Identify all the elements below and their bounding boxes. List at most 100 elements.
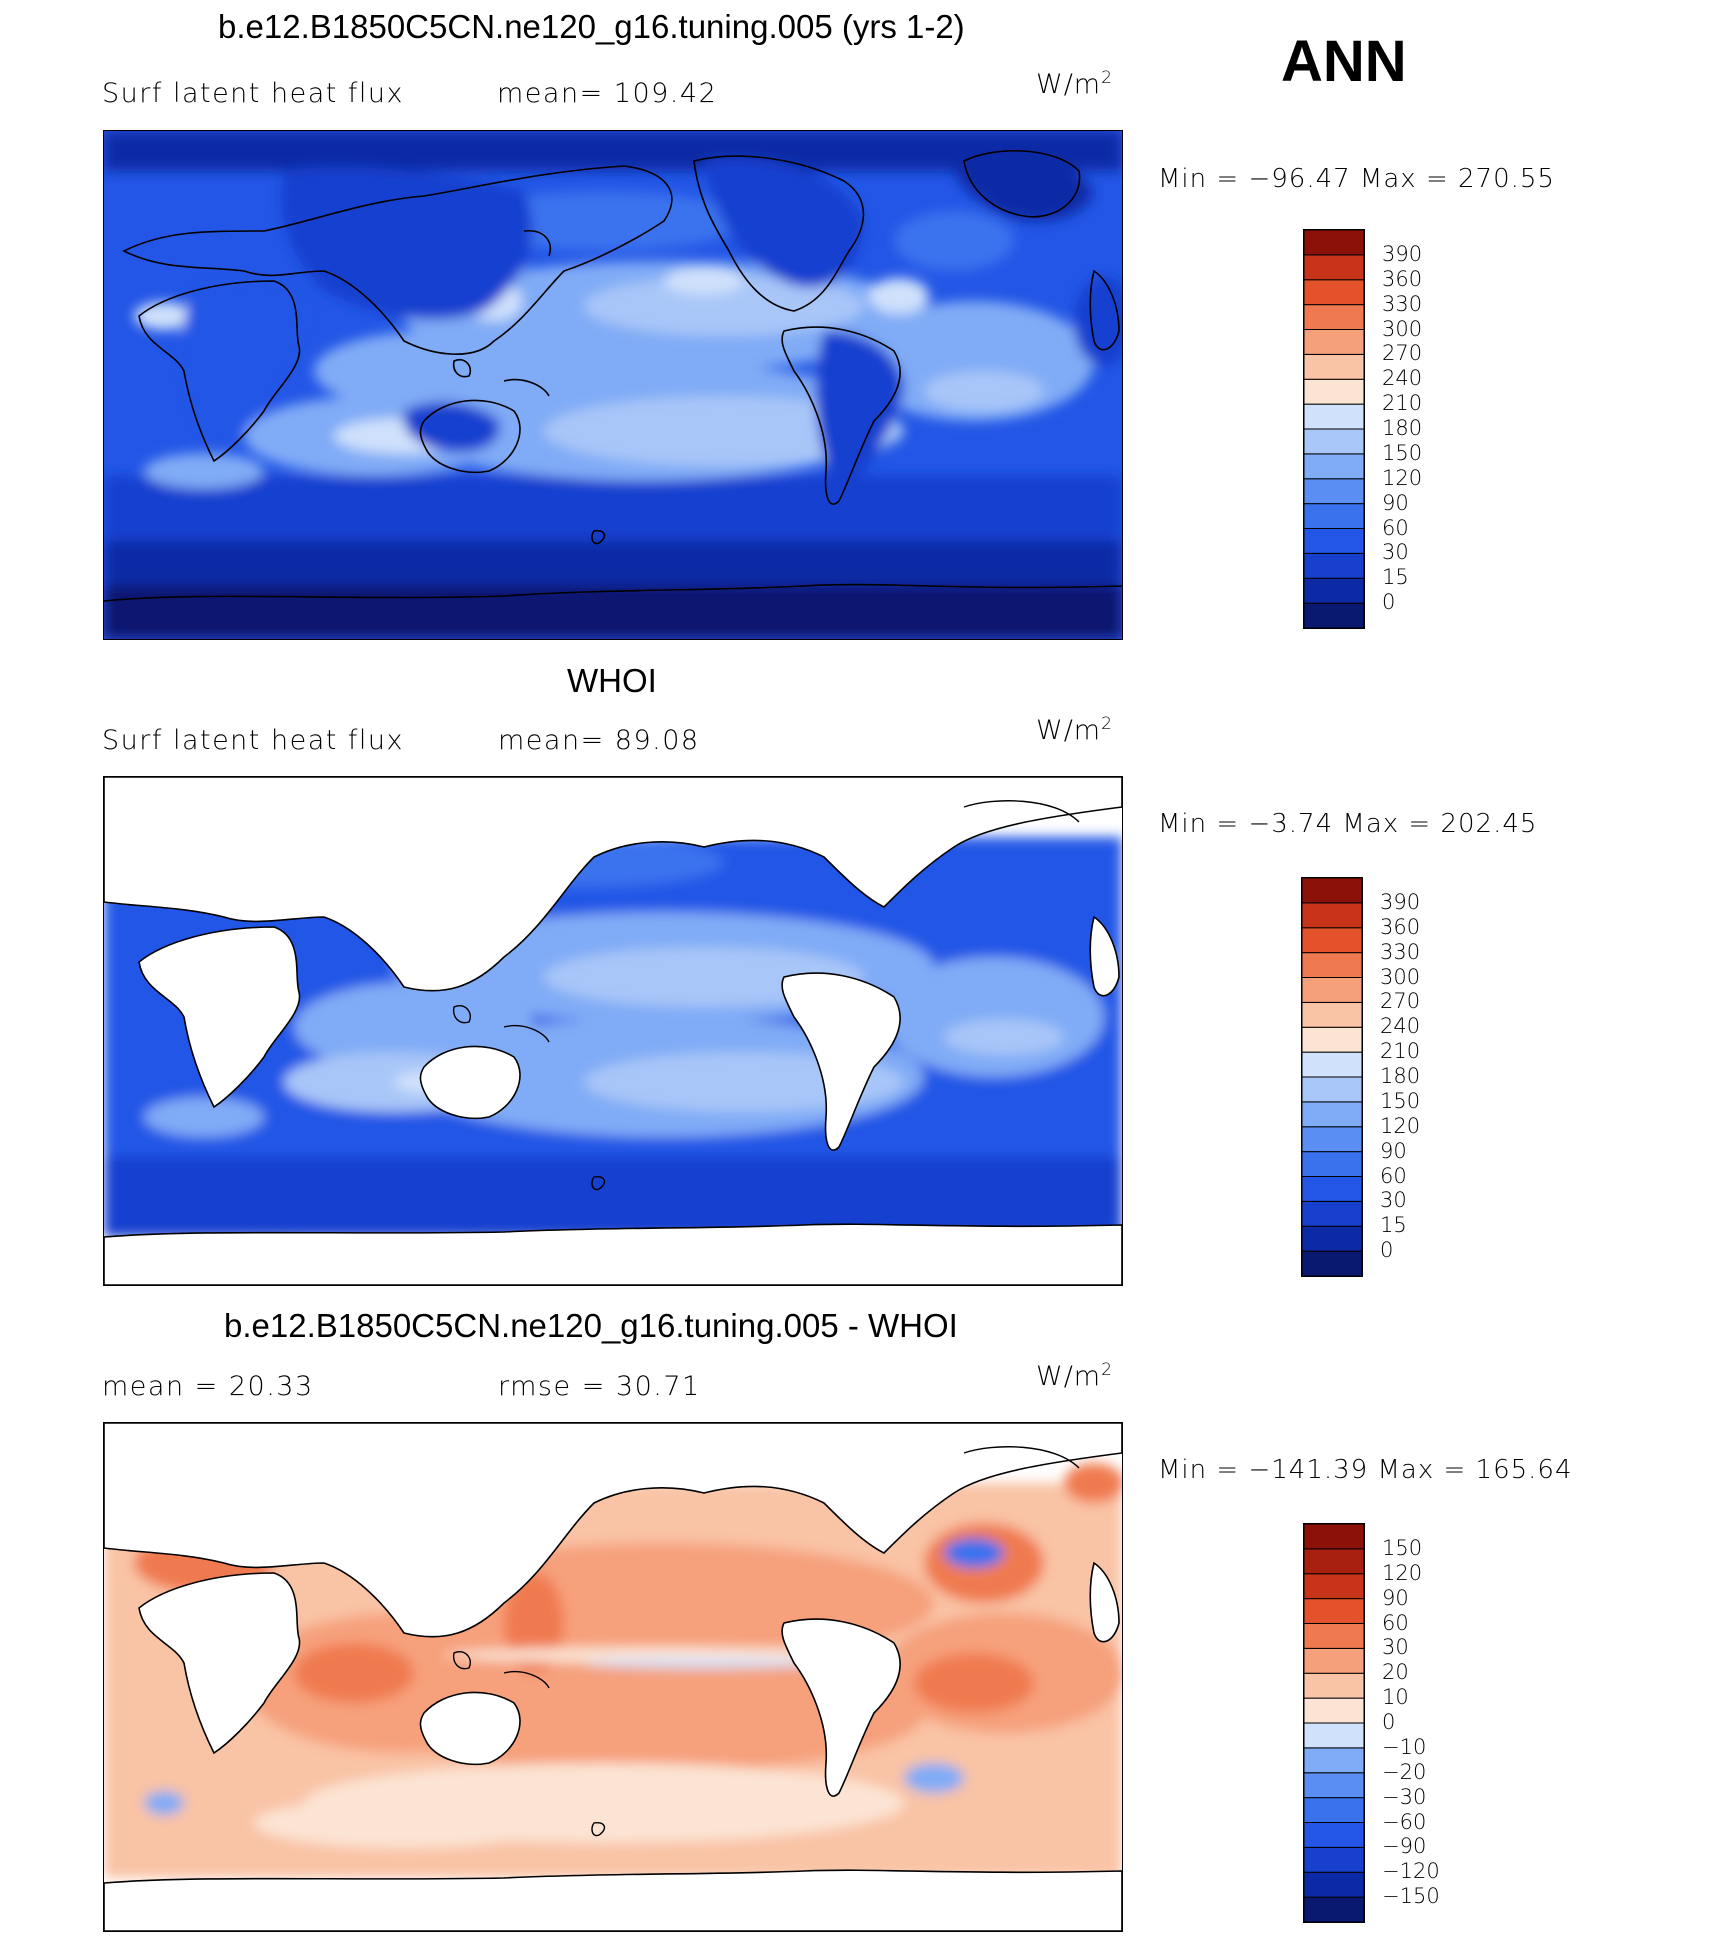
panel-2-map-svg (104, 777, 1122, 1285)
colorbar-3-box-12 (1304, 1598, 1364, 1624)
colorbar-2-box-2 (1302, 1200, 1362, 1227)
colorbar-3-box-9 (1304, 1672, 1364, 1699)
colorbar-2-box-1 (1302, 1225, 1362, 1252)
colorbar-2-label: 30 (1380, 1188, 1407, 1213)
panel-3-min-max: Min = −141.39 Max = 165.64 (1158, 1455, 1573, 1485)
colorbar-2-box-13 (1302, 927, 1362, 954)
colorbar-3-box-1 (1304, 1871, 1364, 1898)
colorbar-3-box-2 (1304, 1846, 1364, 1873)
colorbar-2-box-10 (1302, 1001, 1362, 1028)
colorbar-3-label: −150 (1382, 1884, 1440, 1909)
panel-1-coastlines (104, 149, 1122, 602)
panel-1-colorbar (1303, 229, 1365, 629)
panel-3-islands (452, 1446, 1080, 1837)
colorbar-3-label: 120 (1382, 1560, 1423, 1585)
panel-2-land (104, 777, 1122, 1285)
colorbar-2-label: 300 (1380, 964, 1421, 989)
colorbar-1-box-9 (1304, 378, 1364, 405)
panel-3-colorbar-labels: −150 −120 −90 −60 −30 −20 −10 0 10 20 30 60 90 120 150 (1382, 1523, 1472, 1921)
colorbar-2-label: 270 (1380, 989, 1421, 1014)
colorbar-1-box-8 (1304, 403, 1364, 430)
colorbar-2-box-15 (1302, 878, 1362, 904)
panel-3-map (103, 1422, 1123, 1932)
colorbar-3-box-11 (1304, 1623, 1364, 1649)
colorbar-2-label: 240 (1380, 1014, 1421, 1039)
colorbar-2-box-7 (1302, 1076, 1362, 1103)
panel-1-map-svg (104, 131, 1122, 639)
colorbar-3-box-7 (1304, 1722, 1364, 1749)
colorbar-1-box-12 (1304, 304, 1364, 330)
colorbar-1-box-1 (1304, 577, 1364, 604)
colorbar-1-label: 15 (1382, 565, 1409, 590)
panel-2-title: WHOI (567, 662, 657, 699)
colorbar-2-box-11 (1302, 977, 1362, 1003)
colorbar-3-label: −90 (1382, 1834, 1427, 1859)
colorbar-3-box-13 (1304, 1573, 1364, 1600)
colorbar-2-box-9 (1302, 1026, 1362, 1053)
panel-3-map-svg (104, 1423, 1122, 1931)
colorbar-1-box-6 (1304, 453, 1364, 480)
colorbar-3-box-15 (1304, 1524, 1364, 1550)
colorbar-1-label: 150 (1382, 440, 1423, 465)
colorbar-3-label: −30 (1382, 1784, 1427, 1809)
colorbar-1-label: 210 (1382, 391, 1423, 416)
colorbar-1-label: 120 (1382, 465, 1423, 490)
colorbar-2-label: 390 (1380, 889, 1421, 914)
panel-2-field (104, 837, 1122, 1237)
colorbar-3-box-4 (1304, 1797, 1364, 1823)
colorbar-3-box-5 (1304, 1772, 1364, 1799)
colorbar-3-box-6 (1304, 1747, 1364, 1774)
colorbar-2-label: 90 (1380, 1138, 1407, 1163)
colorbar-3-label: 10 (1382, 1685, 1409, 1710)
colorbar-1-label: 60 (1382, 515, 1409, 540)
colorbar-2-label: 15 (1380, 1213, 1407, 1238)
colorbar-2-label: 180 (1380, 1064, 1421, 1088)
colorbar-2-box-12 (1302, 952, 1362, 978)
colorbar-1-label: 30 (1382, 540, 1409, 565)
colorbar-1-box-5 (1304, 478, 1364, 505)
colorbar-1-label: 240 (1382, 366, 1423, 391)
panel-3-colorbar (1303, 1523, 1365, 1923)
panel-2-units: W/m2 (1036, 714, 1113, 746)
panel-2-mean-label: mean= 89.08 (498, 725, 700, 756)
colorbar-3-box-8 (1304, 1697, 1364, 1724)
colorbar-1-label: 360 (1382, 266, 1423, 291)
colorbar-3-label: −20 (1382, 1759, 1427, 1784)
colorbar-3-label: 90 (1382, 1585, 1409, 1610)
colorbar-1-label: 300 (1382, 316, 1423, 341)
colorbar-3-label: 20 (1382, 1660, 1409, 1685)
colorbar-1-box-11 (1304, 329, 1364, 355)
colorbar-1-label: 180 (1382, 416, 1423, 440)
colorbar-3-box-3 (1304, 1822, 1364, 1848)
colorbar-1-label: 0 (1382, 590, 1396, 615)
colorbar-2-box-5 (1302, 1126, 1362, 1153)
panel-2-colorbar-labels: 0 15 30 60 90 120 150 180 210 240 270 300 330 360 390 (1380, 877, 1460, 1275)
colorbar-1-box-15 (1304, 230, 1364, 256)
panel-2-variable-label: Surf latent heat flux (102, 725, 405, 756)
colorbar-2-box-3 (1302, 1176, 1362, 1202)
colorbar-3-label: −120 (1382, 1859, 1440, 1884)
colorbar-2-label: 360 (1380, 914, 1421, 939)
panel-1-units: W/m2 (1036, 68, 1113, 100)
panel-2-colorbar (1301, 877, 1363, 1277)
colorbar-1-box-14 (1304, 254, 1364, 281)
colorbar-1-box-10 (1304, 353, 1364, 380)
colorbar-2-box-8 (1302, 1051, 1362, 1078)
panel-3-units: W/m2 (1036, 1360, 1113, 1392)
panel-1-title: b.e12.B1850C5CN.ne120_g16.tuning.005 (yr… (218, 8, 965, 45)
colorbar-3-label: 60 (1382, 1610, 1409, 1635)
colorbar-3-box-10 (1304, 1647, 1364, 1674)
colorbar-1-label: 90 (1382, 490, 1409, 515)
colorbar-1-box-3 (1304, 528, 1364, 554)
colorbar-1-box-0 (1304, 602, 1364, 628)
panel-1-variable-label: Surf latent heat flux (102, 78, 405, 109)
colorbar-3-box-14 (1304, 1548, 1364, 1575)
colorbar-1-label: 330 (1382, 291, 1423, 316)
colorbar-3-label: −60 (1382, 1809, 1427, 1834)
panel-3-rmse-label: rmse = 30.71 (498, 1371, 701, 1402)
panel-2-islands (452, 800, 1080, 1191)
colorbar-1-label: 270 (1382, 341, 1423, 366)
colorbar-2-box-4 (1302, 1151, 1362, 1177)
panel-1-min-max: Min = −96.47 Max = 270.55 (1158, 164, 1555, 194)
colorbar-3-label: 150 (1382, 1535, 1423, 1560)
